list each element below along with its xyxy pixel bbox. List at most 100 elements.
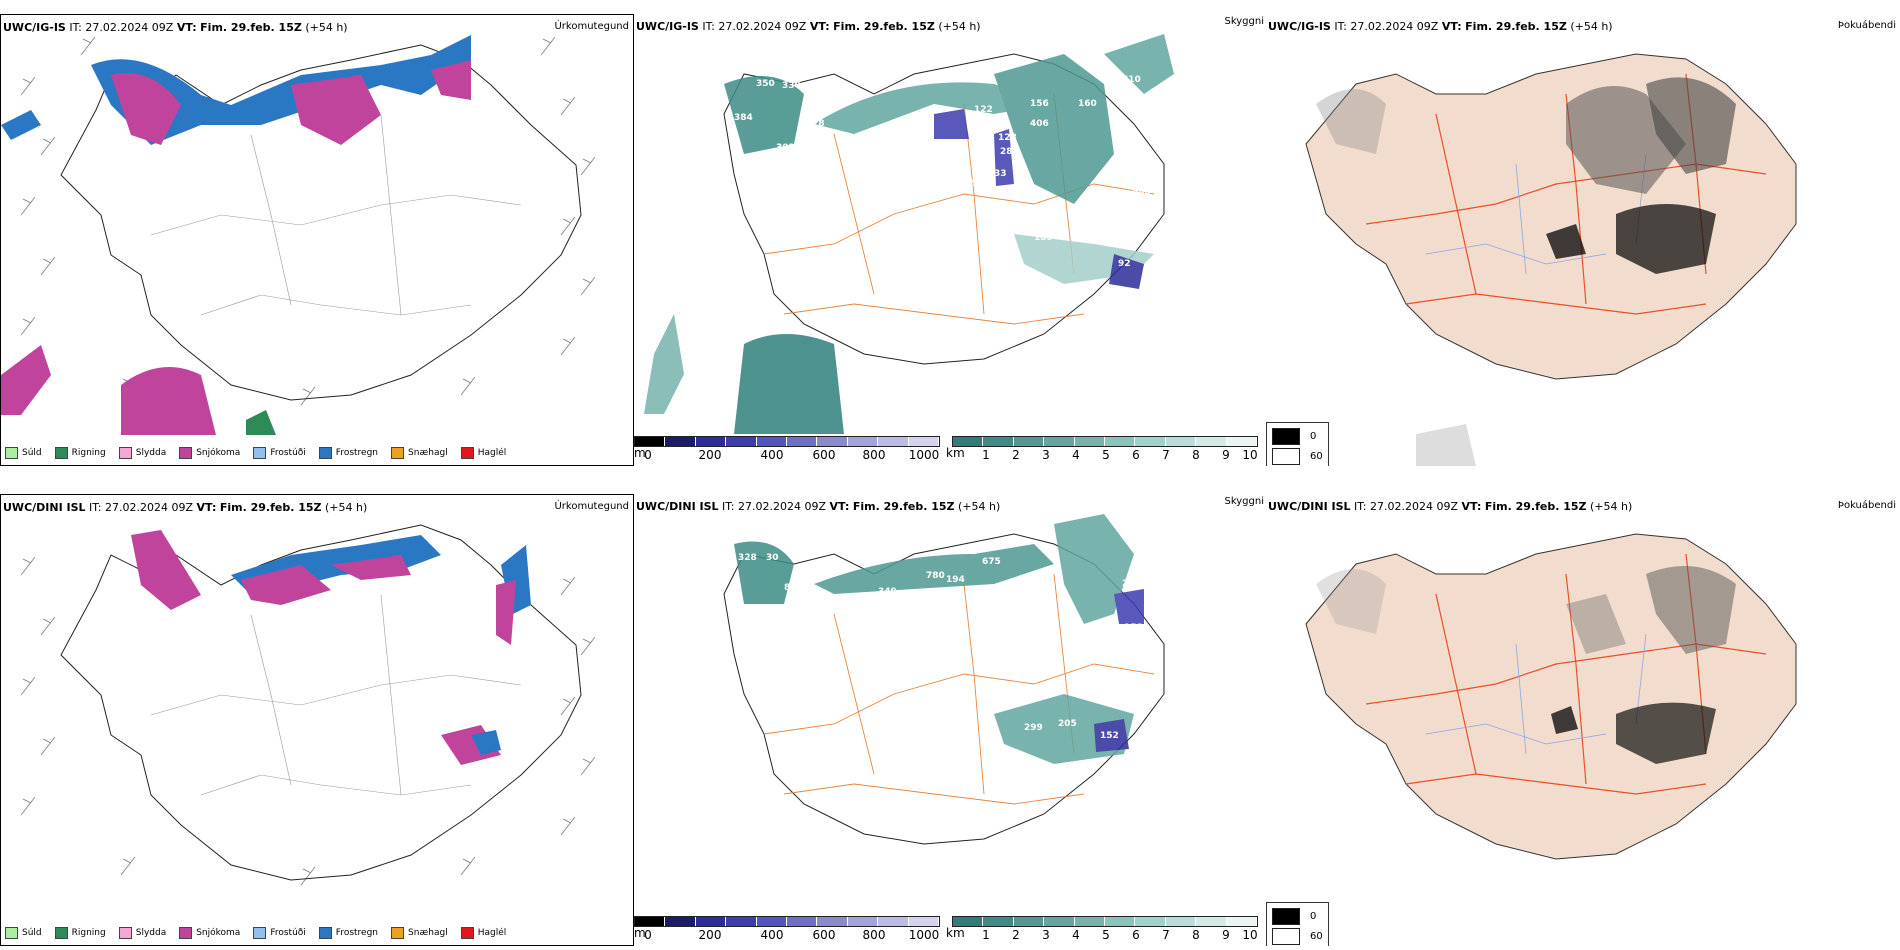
precip-areas (1, 35, 471, 435)
visibility-shading (644, 34, 1174, 434)
legend-item: Frostregn (318, 927, 378, 939)
vis-label: 610 (1122, 75, 1141, 85)
panel-title: Þokuábendi (1837, 20, 1896, 31)
legend-item: Slydda (118, 927, 166, 939)
legend-swatch (391, 927, 405, 939)
bar-step (635, 917, 666, 926)
bar-step (635, 437, 666, 446)
fog-shading (1316, 566, 1736, 764)
bar-step (1013, 917, 1045, 926)
vis-label: 406 (1030, 119, 1049, 129)
legend-swatch (118, 927, 132, 939)
legend-item: Súld (5, 927, 42, 939)
precip-map (1, 35, 596, 435)
bar-step (726, 437, 757, 446)
legend-item: 60 (1272, 446, 1323, 466)
panel-title: Skyggni (1224, 16, 1264, 27)
legend-item: Haglél (460, 447, 506, 459)
panel-title: Þokuábendi (1837, 500, 1896, 511)
bar-step (1135, 917, 1166, 926)
legend-item: Frostúði (253, 927, 306, 939)
bar-step (1196, 437, 1227, 446)
vis-label: 33 (994, 169, 1007, 179)
unit-label: m (634, 446, 646, 460)
precip-areas (131, 530, 531, 765)
tick-labels: 0 200 400 600 800 1000 (644, 928, 940, 942)
roads (150, 594, 522, 796)
bar-step (983, 917, 1014, 926)
bar-step (787, 917, 818, 926)
vis-label: 202 (954, 683, 973, 693)
legend-item: 0 (1272, 906, 1323, 926)
bar-step (1135, 437, 1166, 446)
roads (763, 573, 1155, 805)
unit-label: km (946, 926, 965, 940)
color-bar (952, 436, 1258, 447)
legend-swatch (118, 447, 132, 459)
fog-map (1305, 533, 1797, 860)
vis-label: 30 (766, 553, 779, 563)
bar-step (695, 917, 727, 926)
tick-labels: 1 2 3 4 5 6 7 8 9 10 (982, 448, 1258, 462)
legend-swatch (179, 927, 193, 939)
fog-panel-top: UWC/IG-IS IT: 27.02.2024 09Z VT: Fim. 29… (1266, 14, 1900, 466)
vis-label: 34 (1144, 597, 1157, 607)
bar-step (1226, 437, 1258, 446)
legend-swatch (1272, 907, 1300, 925)
unit-label: m (634, 926, 646, 940)
fog-legend: 0 60 (1266, 422, 1329, 466)
legend-item: Rigning (54, 447, 106, 459)
bar-step (817, 437, 848, 446)
legend-item: Rigning (54, 927, 106, 939)
legend-swatch (5, 927, 18, 939)
legend-item: Súld (5, 447, 42, 459)
vis-label: 205 (1058, 719, 1077, 729)
legend-swatch (253, 927, 267, 939)
fog-map (1305, 53, 1797, 466)
precip-type-legend: Súld Rigning Slydda Snjókoma Frostúði Fr… (5, 447, 506, 459)
visibility-m-legend: 0 200 400 600 800 1000 m (634, 916, 940, 942)
bar-step (695, 437, 727, 446)
panel-title: Skyggni (1224, 496, 1264, 507)
vis-label: 299 (1024, 723, 1043, 733)
legend-swatch (1272, 447, 1300, 465)
tick-labels: 1 2 3 4 5 6 7 8 9 10 (982, 928, 1258, 942)
visibility-km-legend: 1 2 3 4 5 6 7 8 9 10 km (946, 916, 1258, 942)
bar-step (1044, 437, 1075, 446)
bar-step (1013, 437, 1045, 446)
panel-header: UWC/IG-IS IT: 27.02.2024 09Z VT: Fim. 29… (636, 20, 981, 33)
legend-swatch (54, 927, 68, 939)
wind-barbs (20, 556, 596, 886)
vis-label: 194 (946, 575, 965, 585)
bar-step (1196, 917, 1227, 926)
bar-step (847, 917, 879, 926)
vis-label: 349 (878, 587, 897, 597)
vis-label: 37 (904, 589, 917, 599)
bar-step (1074, 437, 1106, 446)
legend-item: Snjókoma (179, 447, 240, 459)
bar-step (908, 437, 940, 446)
fog-legend: 0 60 (1266, 902, 1329, 946)
vis-label: 88 (784, 583, 797, 593)
visibility-km-legend: 1 2 3 4 5 6 7 8 9 10 km (946, 436, 1258, 462)
bar-step (1074, 917, 1106, 926)
bar-step (983, 437, 1014, 446)
vis-label: 302 (776, 143, 795, 153)
iceland-coastline (723, 53, 1165, 365)
vis-label: 95 (964, 179, 977, 189)
vis-label: 28 (812, 119, 825, 129)
vis-label: 189 (1034, 233, 1053, 243)
visibility-labels: 350 330 384 28 302 610 156 160 122 406 1… (734, 75, 1151, 269)
legend-item: Snæhagl (391, 447, 448, 459)
bar-step (726, 917, 757, 926)
precip-map (20, 524, 596, 886)
vis-label: 780 (926, 571, 945, 581)
bar-step (817, 917, 848, 926)
vis-label: 128 (998, 133, 1017, 143)
visibility-map: 328 30 88 675 780 194 349 37 27 34 158 2… (723, 514, 1165, 845)
bar-step (1105, 917, 1136, 926)
legend-swatch (54, 447, 68, 459)
panel-header: UWC/IG-IS IT: 27.02.2024 09Z VT: Fim. 29… (3, 21, 348, 34)
visibility-panel-top: UWC/IG-IS IT: 27.02.2024 09Z VT: Fim. 29… (634, 14, 1266, 466)
bar-step (878, 917, 909, 926)
